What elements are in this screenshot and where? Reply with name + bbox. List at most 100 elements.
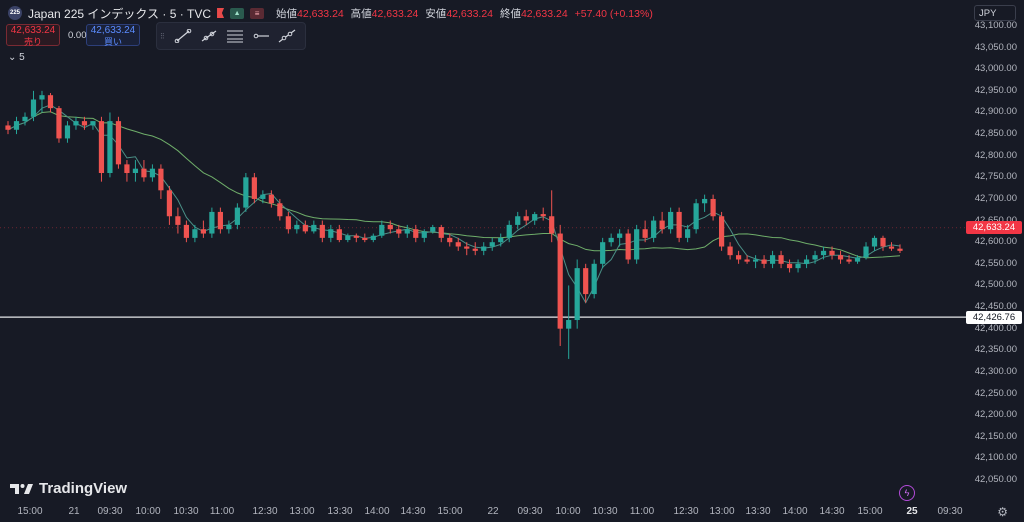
candle-body [455,242,461,247]
price-axis[interactable]: JPY 43,100.00 43,050.00 43,000.00 42,950.00… [966,0,1024,522]
ohlc-values: 始値42,633.24 高値42,633.24 安値42,633.24 終値42… [276,6,657,21]
interval-toggle[interactable]: ⌄ 5 [8,52,25,63]
candle-body [251,177,257,199]
trend-line-icon[interactable] [170,25,196,47]
candle-body [608,237,614,243]
x-tick-label: 10:00 [555,506,581,517]
candle-body [277,203,283,217]
flag-icon[interactable] [217,8,225,18]
candle-body [217,211,223,230]
arrow-up-icon[interactable]: ▲ [230,7,245,19]
candle-body [752,259,759,262]
ray-line-icon[interactable] [196,25,222,47]
x-tick-label: 14:30 [400,506,426,517]
candle-body [574,268,580,321]
y-tick-label: 42,250.00 [974,387,1017,399]
candle-body [166,190,173,217]
candle-body [285,216,291,230]
candle-body [98,121,105,174]
x-tick-label: 14:00 [782,506,808,517]
candle-body [693,203,699,230]
candle-body [515,216,521,225]
candle-body [778,255,784,264]
tradingview-logo[interactable]: TradingView [10,480,127,497]
x-tick-label: 13:00 [709,506,735,517]
y-tick-label: 42,800.00 [974,149,1017,161]
candle-body [464,246,470,249]
buy-button[interactable]: 42,633.24 買い [86,24,140,47]
candle-body [183,224,189,238]
candle-body [345,235,351,241]
y-tick-label: 42,100.00 [974,452,1017,464]
ma-fast-line [7,104,901,304]
y-tick-label: 42,350.00 [974,344,1017,356]
candle-body [863,246,869,258]
x-tick-label: 09:30 [97,506,123,517]
y-tick-label: 42,500.00 [974,279,1017,291]
horizontal-line-price-label: 42,426.76 [966,310,1022,324]
candle-body [413,229,419,238]
candle-body [532,214,538,221]
menu-lines-icon[interactable]: ≡ [250,7,265,19]
currency-select[interactable]: JPY [974,5,1016,21]
candle-body [820,250,827,256]
candle-body [523,216,529,221]
sell-button[interactable]: 42,633.24 売り [6,24,60,47]
x-tick-label: 22 [487,506,499,517]
candle-body [311,224,317,232]
candle-body [506,224,512,238]
gear-icon[interactable]: ⚙ [997,505,1008,519]
candle-body [727,246,733,256]
horizontal-lines-icon[interactable] [222,25,248,47]
x-tick-label: 09:30 [937,506,963,517]
candle-body [430,227,436,232]
candle-body [200,229,206,234]
candle-body [362,237,368,241]
candle-body [47,95,54,109]
y-tick-label: 43,100.00 [974,20,1017,31]
x-tick-label: 15:00 [17,506,43,517]
horizontal-ray-icon[interactable] [248,25,274,47]
y-tick-label: 42,750.00 [974,171,1017,183]
y-tick-label: 42,300.00 [974,365,1017,377]
x-tick-label: 15:00 [437,506,463,517]
chart-header: 225 Japan 225 インデックス · 5 · TVC ▲ ≡ 始値42,… [0,0,960,26]
candle-body [897,248,903,251]
trade-panel: 42,633.24 売り 0.00 42,633.24 買い [6,24,140,47]
candle-body [795,263,801,269]
x-tick-label: 13:00 [289,506,315,517]
candle-body [73,121,79,126]
x-tick-label: 11:00 [209,506,235,517]
candle-body [64,125,71,139]
price-chart[interactable] [0,0,966,522]
candle-body [353,235,359,238]
x-tick-label: 13:30 [745,506,771,517]
y-tick-label: 42,400.00 [974,322,1017,334]
extended-line-icon[interactable] [274,25,300,47]
candle-body [854,257,861,262]
candle-body [379,224,385,236]
candle-body [234,207,240,225]
x-tick-label: 12:30 [673,506,699,517]
candle-body [404,229,410,234]
lightning-icon[interactable]: ϟ [899,485,915,501]
candle-body [115,121,122,165]
symbol-title[interactable]: Japan 225 インデックス · 5 · TVC [28,6,212,21]
sell-label: 売り [23,37,42,47]
candle-body [625,233,631,260]
drag-handle-icon[interactable]: ⁝⁝ [160,30,165,41]
current-price-label: 42,633.24 [966,221,1022,235]
candle-body [600,242,606,264]
x-tick-label: 10:30 [592,506,618,517]
y-tick-label: 42,050.00 [974,474,1017,485]
candle-body [803,259,810,264]
candle-body [396,229,402,234]
buy-price: 42,633.24 [90,25,136,36]
candle-body [5,125,11,130]
candle-body [243,177,249,208]
candle-body [710,198,716,217]
y-tick-label: 42,150.00 [974,430,1017,442]
candle-body [107,121,113,174]
candle-body [30,99,37,117]
candle-body [192,229,198,238]
